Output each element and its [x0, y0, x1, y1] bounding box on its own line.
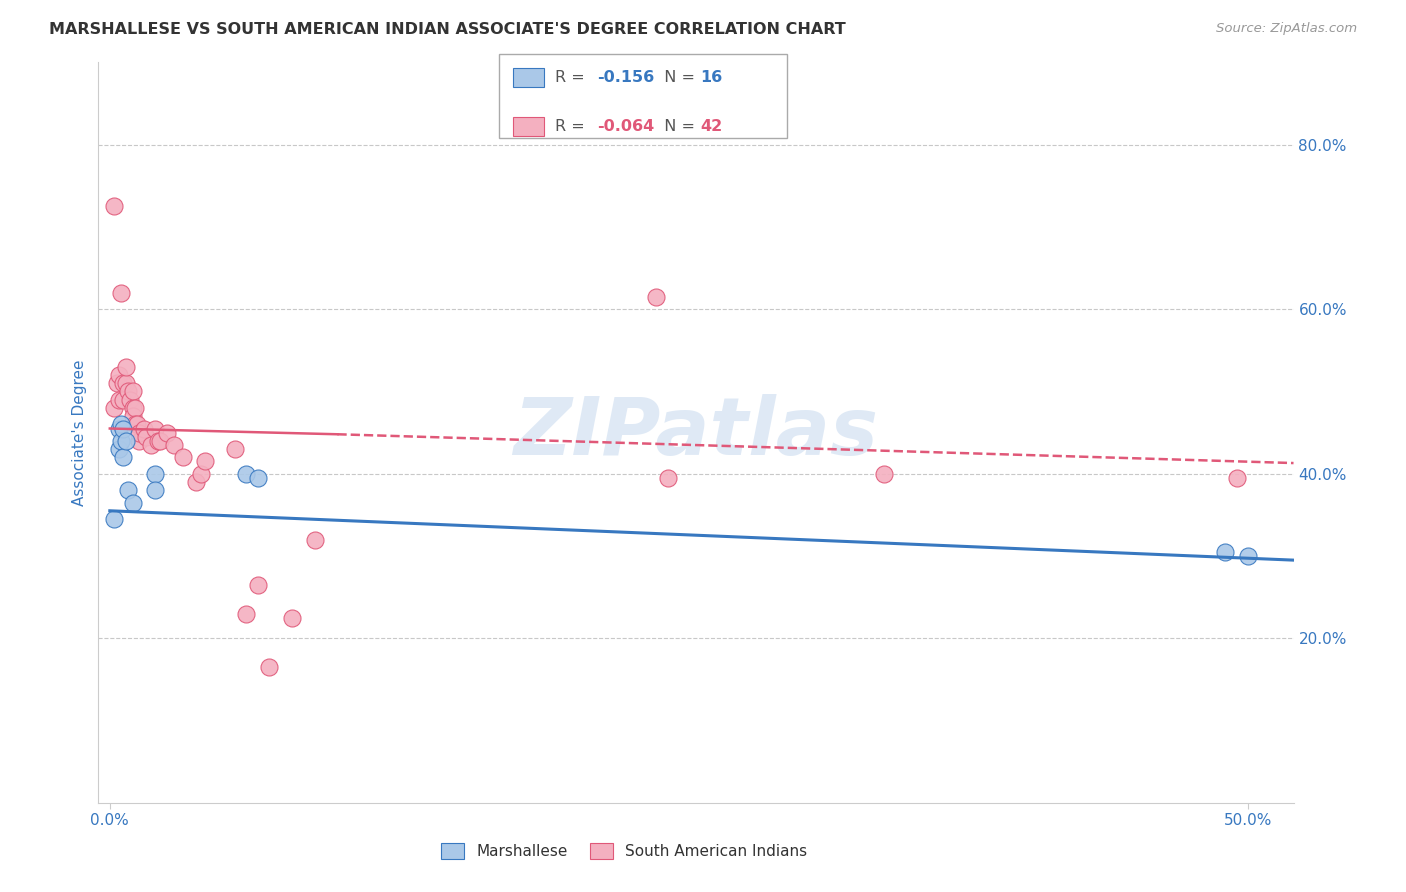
Point [246, 578, 269, 592]
Point [121, 384, 143, 399]
Text: 42: 42 [700, 120, 723, 134]
Point [108, 421, 131, 435]
Point [235, 467, 257, 481]
Point [117, 384, 139, 399]
Point [224, 442, 246, 456]
Point [103, 512, 125, 526]
Text: MARSHALLESE VS SOUTH AMERICAN INDIAN ASSOCIATE'S DEGREE CORRELATION CHART: MARSHALLESE VS SOUTH AMERICAN INDIAN ASS… [49, 22, 846, 37]
Point [1226, 471, 1249, 485]
Text: Source: ZipAtlas.com: Source: ZipAtlas.com [1216, 22, 1357, 36]
Point [114, 376, 136, 391]
Text: -0.064: -0.064 [598, 120, 655, 134]
Point [114, 359, 136, 374]
Point [281, 610, 304, 624]
Point [103, 401, 125, 415]
Point [873, 467, 896, 481]
Text: -0.156: -0.156 [598, 70, 655, 85]
Point [124, 417, 146, 432]
Point [156, 425, 179, 440]
Point [657, 471, 679, 485]
Point [112, 392, 135, 407]
Point [103, 199, 125, 213]
Point [135, 430, 157, 444]
Point [143, 421, 166, 435]
Point [108, 392, 131, 407]
Point [645, 290, 668, 304]
Point [186, 475, 208, 489]
Point [112, 421, 135, 435]
Text: ZIPatlas: ZIPatlas [513, 393, 879, 472]
Point [114, 434, 136, 448]
Point [127, 417, 149, 432]
Point [149, 434, 172, 448]
Point [108, 442, 131, 456]
Point [190, 467, 212, 481]
Point [194, 454, 217, 468]
Point [110, 434, 132, 448]
Point [172, 450, 194, 465]
Point [110, 285, 132, 300]
Point [105, 376, 128, 391]
Point [112, 376, 135, 391]
Point [143, 467, 166, 481]
Point [112, 450, 135, 465]
Point [121, 401, 143, 415]
Point [146, 434, 169, 448]
Point [120, 392, 142, 407]
Point [110, 417, 132, 432]
Point [121, 409, 143, 424]
Point [143, 483, 166, 498]
Point [257, 660, 280, 674]
Point [108, 368, 131, 382]
Point [132, 421, 155, 435]
Point [235, 607, 257, 621]
Point [117, 483, 139, 498]
Point [246, 471, 269, 485]
Legend: Marshallese, South American Indians: Marshallese, South American Indians [434, 838, 814, 865]
Text: R =: R = [555, 70, 591, 85]
Point [1213, 545, 1236, 559]
Text: 16: 16 [700, 70, 723, 85]
Text: R =: R = [555, 120, 591, 134]
Point [139, 438, 162, 452]
Text: N =: N = [654, 70, 700, 85]
Point [124, 401, 146, 415]
Point [1237, 549, 1260, 563]
Point [304, 533, 326, 547]
Point [162, 438, 184, 452]
Point [121, 495, 143, 509]
Y-axis label: Associate's Degree: Associate's Degree [72, 359, 87, 506]
Point [128, 425, 150, 440]
Point [128, 434, 150, 448]
Text: N =: N = [654, 120, 700, 134]
